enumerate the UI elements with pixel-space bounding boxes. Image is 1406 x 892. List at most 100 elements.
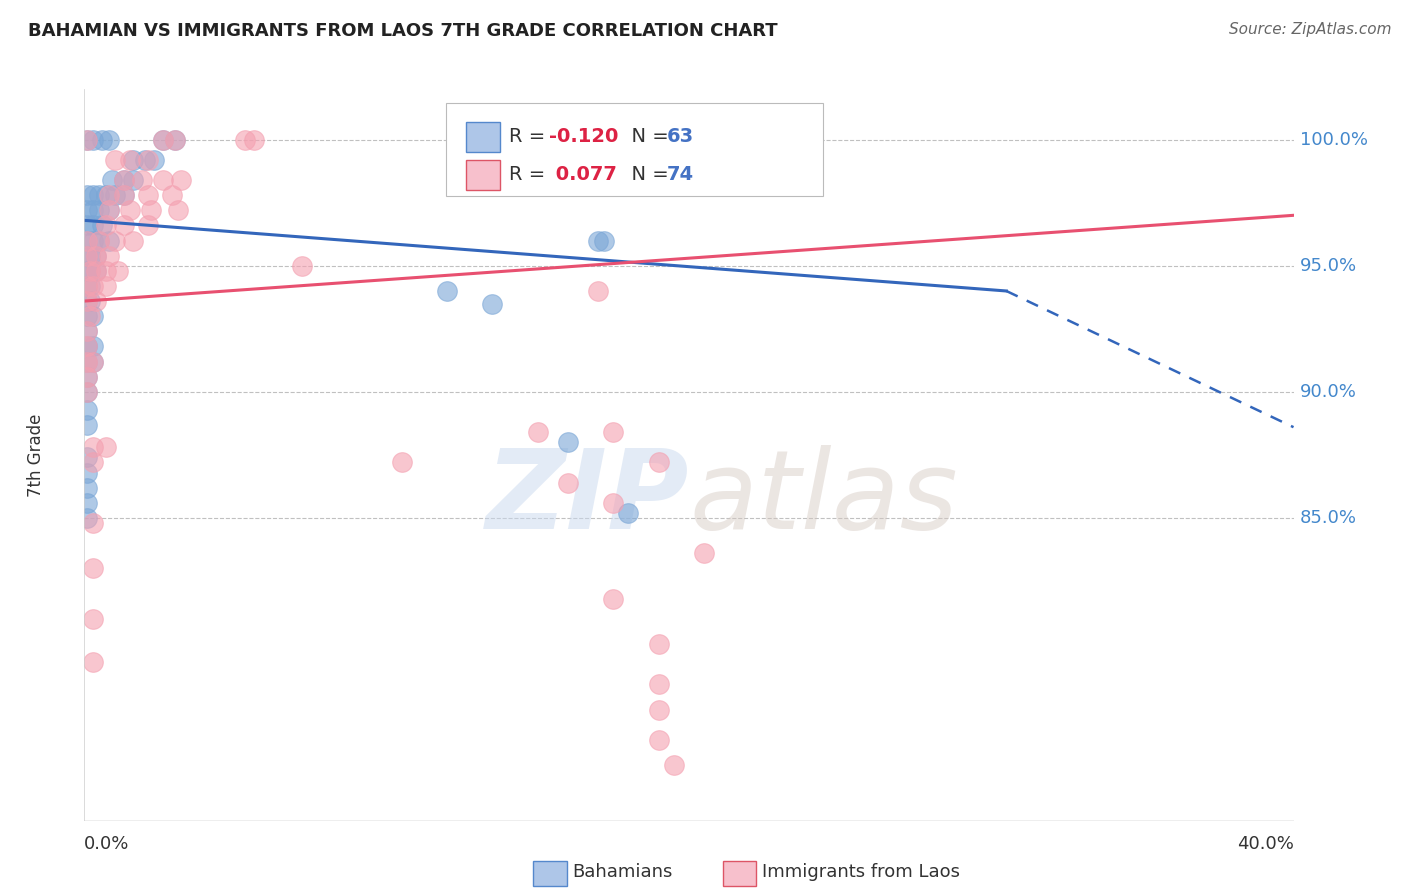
Point bbox=[91, 219, 114, 233]
Point bbox=[94, 188, 117, 202]
Point bbox=[557, 475, 579, 490]
Point bbox=[79, 264, 101, 278]
Point bbox=[82, 279, 104, 293]
Point bbox=[104, 234, 127, 248]
Point bbox=[163, 133, 186, 147]
Point bbox=[76, 309, 98, 323]
Point bbox=[82, 188, 104, 202]
Point bbox=[602, 591, 624, 606]
Point bbox=[76, 384, 98, 399]
Point bbox=[97, 234, 120, 248]
Point bbox=[76, 234, 98, 248]
Text: 63: 63 bbox=[666, 128, 695, 146]
Point bbox=[82, 441, 104, 455]
Point bbox=[167, 203, 190, 218]
Point bbox=[76, 279, 98, 293]
Point bbox=[76, 339, 98, 353]
Point bbox=[97, 203, 120, 218]
Point bbox=[100, 173, 122, 187]
Point bbox=[94, 279, 117, 293]
Point bbox=[82, 339, 104, 353]
Point bbox=[557, 435, 579, 450]
Point bbox=[82, 309, 104, 323]
Text: 40.0%: 40.0% bbox=[1237, 835, 1294, 854]
Point bbox=[76, 417, 98, 432]
Point bbox=[76, 234, 98, 248]
Text: 85.0%: 85.0% bbox=[1299, 509, 1357, 527]
Point bbox=[76, 249, 98, 263]
Point bbox=[86, 249, 108, 263]
Point bbox=[160, 188, 183, 202]
Point bbox=[89, 234, 111, 248]
Point bbox=[86, 264, 108, 278]
Point bbox=[76, 369, 98, 384]
Point bbox=[89, 234, 111, 248]
Point bbox=[170, 173, 193, 187]
Text: Immigrants from Laos: Immigrants from Laos bbox=[762, 863, 960, 881]
Point bbox=[76, 481, 98, 495]
Point bbox=[451, 162, 474, 177]
Point bbox=[76, 354, 98, 368]
Point bbox=[647, 733, 671, 747]
Point bbox=[481, 296, 503, 310]
Text: 0.077: 0.077 bbox=[548, 165, 617, 185]
Point bbox=[647, 677, 671, 691]
Text: 100.0%: 100.0% bbox=[1299, 130, 1368, 149]
Point bbox=[76, 369, 98, 384]
Point bbox=[97, 203, 120, 218]
Point bbox=[76, 450, 98, 465]
Point bbox=[76, 324, 98, 338]
Text: 7th Grade: 7th Grade bbox=[27, 413, 45, 497]
Text: ZIP: ZIP bbox=[485, 445, 689, 552]
Point bbox=[86, 249, 108, 263]
Point bbox=[242, 133, 264, 147]
Point bbox=[76, 354, 98, 368]
Point bbox=[118, 203, 141, 218]
Point bbox=[76, 496, 98, 510]
Point bbox=[94, 219, 117, 233]
Point bbox=[121, 234, 143, 248]
Point bbox=[118, 153, 141, 167]
Point bbox=[86, 294, 108, 309]
Point bbox=[76, 188, 98, 202]
Point bbox=[163, 133, 186, 147]
Point bbox=[76, 511, 98, 525]
Point bbox=[104, 153, 127, 167]
Point bbox=[152, 173, 174, 187]
Point bbox=[647, 703, 671, 717]
Point bbox=[112, 219, 135, 233]
Point bbox=[76, 203, 98, 218]
Point bbox=[136, 153, 159, 167]
Point bbox=[82, 612, 104, 626]
Point bbox=[647, 637, 671, 651]
Point bbox=[588, 234, 610, 248]
Point bbox=[97, 249, 120, 263]
Point bbox=[617, 506, 640, 520]
Text: Bahamians: Bahamians bbox=[572, 863, 672, 881]
Point bbox=[588, 284, 610, 298]
Point bbox=[131, 173, 153, 187]
Point bbox=[152, 133, 174, 147]
Point bbox=[76, 384, 98, 399]
Text: 74: 74 bbox=[666, 165, 695, 185]
Point bbox=[112, 188, 135, 202]
Point bbox=[79, 294, 101, 309]
Point bbox=[647, 455, 671, 469]
Text: 95.0%: 95.0% bbox=[1299, 257, 1357, 275]
Point bbox=[291, 259, 314, 273]
Point bbox=[76, 324, 98, 338]
Point bbox=[526, 425, 548, 440]
Point bbox=[91, 133, 114, 147]
Text: atlas: atlas bbox=[689, 445, 957, 552]
Text: N =: N = bbox=[619, 128, 675, 146]
Point bbox=[391, 455, 413, 469]
Point bbox=[79, 264, 101, 278]
Text: Source: ZipAtlas.com: Source: ZipAtlas.com bbox=[1229, 22, 1392, 37]
Point bbox=[76, 466, 98, 480]
Point bbox=[82, 455, 104, 469]
Text: -0.120: -0.120 bbox=[548, 128, 619, 146]
Point bbox=[233, 133, 256, 147]
Point bbox=[76, 133, 98, 147]
Point bbox=[76, 339, 98, 353]
Point bbox=[82, 516, 104, 530]
